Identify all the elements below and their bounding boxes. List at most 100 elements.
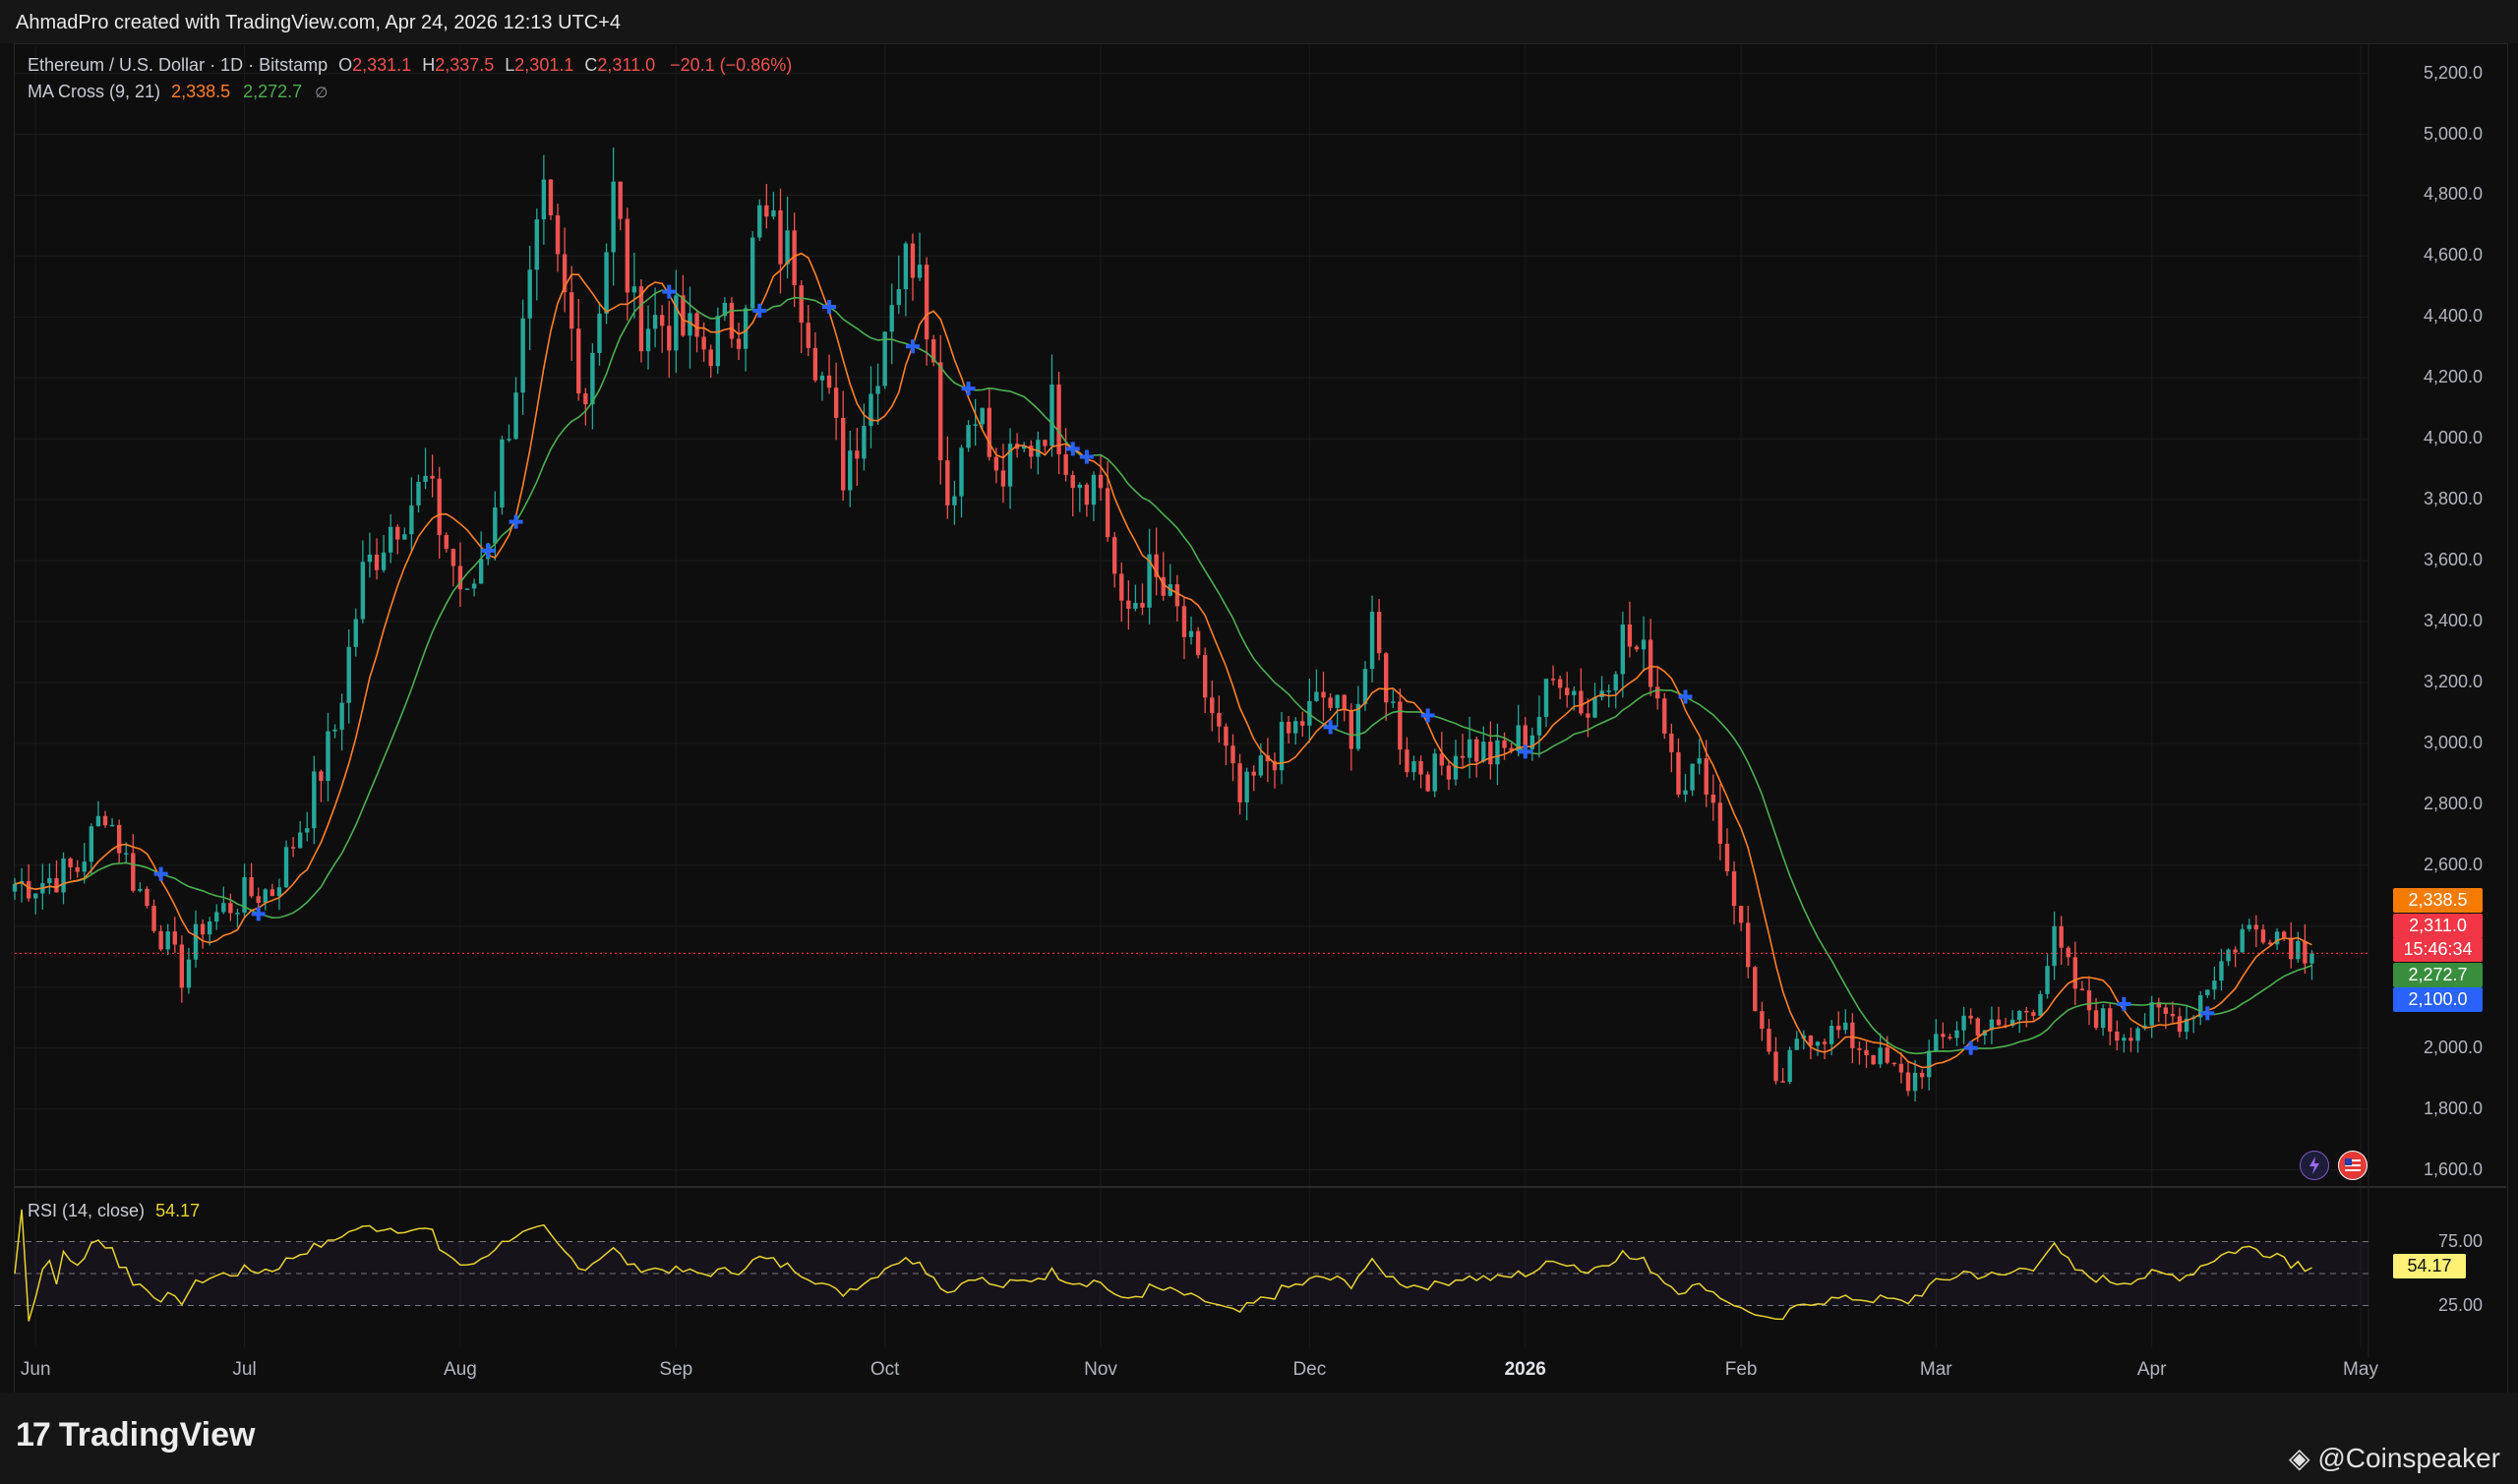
rsi-tick-label: 25.00	[2437, 1294, 2483, 1315]
candle-body	[917, 265, 923, 278]
us-flag-icon[interactable]	[2338, 1151, 2368, 1180]
candle-body	[116, 824, 122, 854]
candle-body	[1543, 679, 1549, 717]
time-tick-label: 2026	[1504, 1359, 1546, 1380]
candle-body	[2212, 980, 2217, 990]
candle-body	[1697, 758, 1702, 764]
candle-body	[674, 295, 679, 351]
rsi-value: 54.17	[155, 1201, 201, 1220]
price-tick-label: 5,000.0	[2423, 123, 2483, 144]
candle-body	[1460, 755, 1466, 758]
candle-body	[1474, 739, 1479, 762]
candle-body	[1780, 1081, 1785, 1083]
chart-frame[interactable]	[14, 43, 2508, 1395]
brand-text: TradingView	[58, 1416, 256, 1454]
candle-body	[1321, 691, 1326, 698]
candle-body	[631, 286, 637, 293]
candle-body	[367, 554, 373, 563]
candle-body	[1502, 740, 1507, 748]
candle-body	[1439, 753, 1445, 766]
candle-body	[2142, 1025, 2147, 1029]
candle-body	[61, 858, 66, 893]
ma-cross-marker	[481, 543, 496, 558]
tradingview-brand[interactable]: 17 TradingView	[16, 1416, 255, 1454]
candle-body	[652, 315, 658, 329]
candle-body	[1516, 725, 1521, 751]
candle-body	[500, 439, 505, 508]
candle-body	[1084, 484, 1090, 505]
candle-body	[416, 482, 421, 505]
candle-body	[1523, 725, 1528, 749]
candle-body	[812, 347, 818, 381]
price-tick-label: 3,600.0	[2423, 550, 2483, 570]
candle-body	[1488, 742, 1493, 765]
candle-body	[1202, 655, 1208, 698]
candle-body	[450, 549, 456, 566]
ma-cross-marker	[251, 907, 266, 921]
hidden-icon[interactable]: ∅	[315, 85, 329, 101]
candle-body	[973, 424, 978, 426]
candle-body	[193, 923, 199, 960]
candle-body	[214, 912, 219, 922]
candle-body	[1000, 470, 1006, 487]
candle-body	[2170, 1013, 2176, 1017]
candle-body	[1641, 639, 1647, 650]
candle-body	[1384, 653, 1389, 703]
candle-body	[1349, 710, 1354, 749]
candle-body	[1717, 802, 1723, 845]
candle-body	[1731, 871, 1737, 907]
candle-body	[1572, 690, 1577, 695]
candle-body	[1565, 687, 1570, 695]
ma-cross-marker	[961, 382, 976, 396]
candle-body	[1885, 1047, 1889, 1063]
candle-body	[1411, 761, 1416, 773]
candle-body	[1355, 703, 1361, 749]
candle-body	[2296, 940, 2301, 960]
candle-body	[353, 619, 358, 647]
close-value: 2,311.0	[597, 55, 656, 75]
symbol-name: Ethereum / U.S. Dollar · 1D · Bitstamp	[28, 55, 329, 75]
candle-body	[1989, 1019, 1995, 1031]
top-credit-bar: AhmadPro created with TradingView.com, A…	[0, 0, 2518, 43]
candle-body	[2163, 1007, 2169, 1014]
candle-body	[2267, 942, 2273, 945]
candle-body	[1753, 967, 1758, 1012]
candle-body	[326, 731, 330, 782]
price-tick-label: 3,000.0	[2423, 732, 2483, 752]
candle-body	[263, 889, 268, 904]
candle-body	[2233, 949, 2238, 953]
candle-body	[1188, 630, 1194, 637]
candle-body	[423, 475, 428, 483]
candle-body	[395, 526, 400, 540]
price-tick-label: 3,200.0	[2423, 671, 2483, 691]
candle-body	[102, 815, 108, 826]
candle-body	[826, 375, 832, 388]
candle-body	[1829, 1026, 1834, 1044]
candle-body	[207, 921, 212, 935]
candle-body	[158, 930, 163, 950]
candle-body	[2059, 925, 2064, 948]
candle-body	[848, 450, 853, 491]
candle-body	[993, 456, 999, 471]
candle-body	[1432, 753, 1437, 792]
candle-body	[771, 209, 776, 217]
candle-body	[1418, 761, 1423, 775]
candle-body	[749, 237, 755, 309]
candle-body	[1425, 774, 1430, 792]
ma-cross-legend: MA Cross (9, 21) 2,338.5 2,272.7 ∅	[28, 82, 328, 102]
candle-body	[667, 326, 672, 351]
candle-body	[388, 526, 393, 553]
candle-body	[722, 302, 728, 317]
candle-body	[2260, 929, 2266, 943]
lightning-icon[interactable]	[2300, 1151, 2329, 1180]
time-tick-label: Mar	[1919, 1359, 1952, 1380]
candle-body	[903, 243, 909, 290]
candle-body	[1195, 630, 1201, 656]
candle-body	[938, 362, 943, 461]
candle-body	[1941, 1034, 1946, 1038]
watermark-text: @Coinspeaker	[2317, 1443, 2500, 1473]
candle-body	[1070, 475, 1075, 489]
candle-body	[1934, 1034, 1939, 1051]
candle-body	[1036, 440, 1041, 457]
